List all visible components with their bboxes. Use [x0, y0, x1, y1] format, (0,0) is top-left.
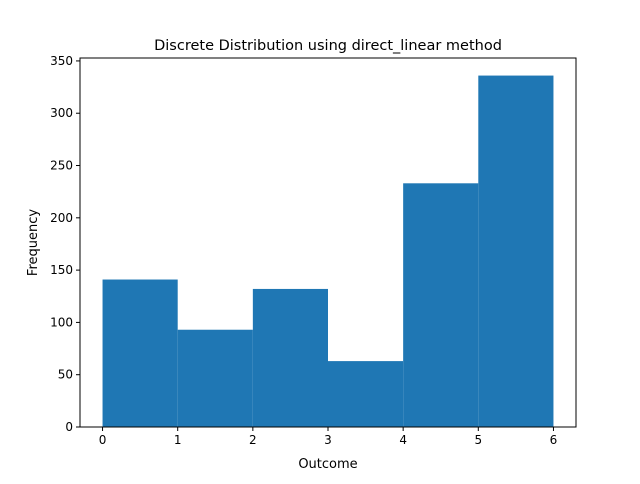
bar-3 [328, 361, 404, 427]
x-axis-label: Outcome [298, 457, 357, 472]
x-tick-label-1: 1 [174, 433, 182, 447]
y-tick-label-1: 50 [58, 368, 73, 382]
y-axis-label: Frequency [26, 209, 41, 276]
y-tick-label-3: 150 [50, 263, 73, 277]
bar-0 [102, 279, 178, 427]
x-tick-label-2: 2 [249, 433, 257, 447]
bar-2 [252, 288, 328, 427]
y-tick-label-4: 200 [50, 211, 73, 225]
y-tick-label-7: 350 [50, 54, 73, 68]
x-tick-label-6: 6 [550, 433, 558, 447]
x-axis: 0 1 2 3 4 5 6 [99, 427, 558, 447]
x-tick-label-0: 0 [99, 433, 107, 447]
bar-4 [403, 183, 479, 427]
plot-frame [79, 57, 577, 428]
x-tick-label-4: 4 [399, 433, 407, 447]
chart-title: Discrete Distribution using direct_linea… [154, 38, 502, 54]
y-axis: 0 50 100 150 200 250 300 350 [50, 54, 80, 434]
y-tick-label-2: 100 [50, 315, 73, 329]
y-tick-label-5: 250 [50, 159, 73, 173]
y-tick-label-0: 0 [65, 420, 73, 434]
bar-1 [177, 329, 253, 427]
bars-group [102, 75, 554, 428]
y-tick-label-6: 300 [50, 106, 73, 120]
x-tick-label-5: 5 [474, 433, 482, 447]
x-tick-label-3: 3 [324, 433, 332, 447]
bar-5 [478, 75, 554, 428]
